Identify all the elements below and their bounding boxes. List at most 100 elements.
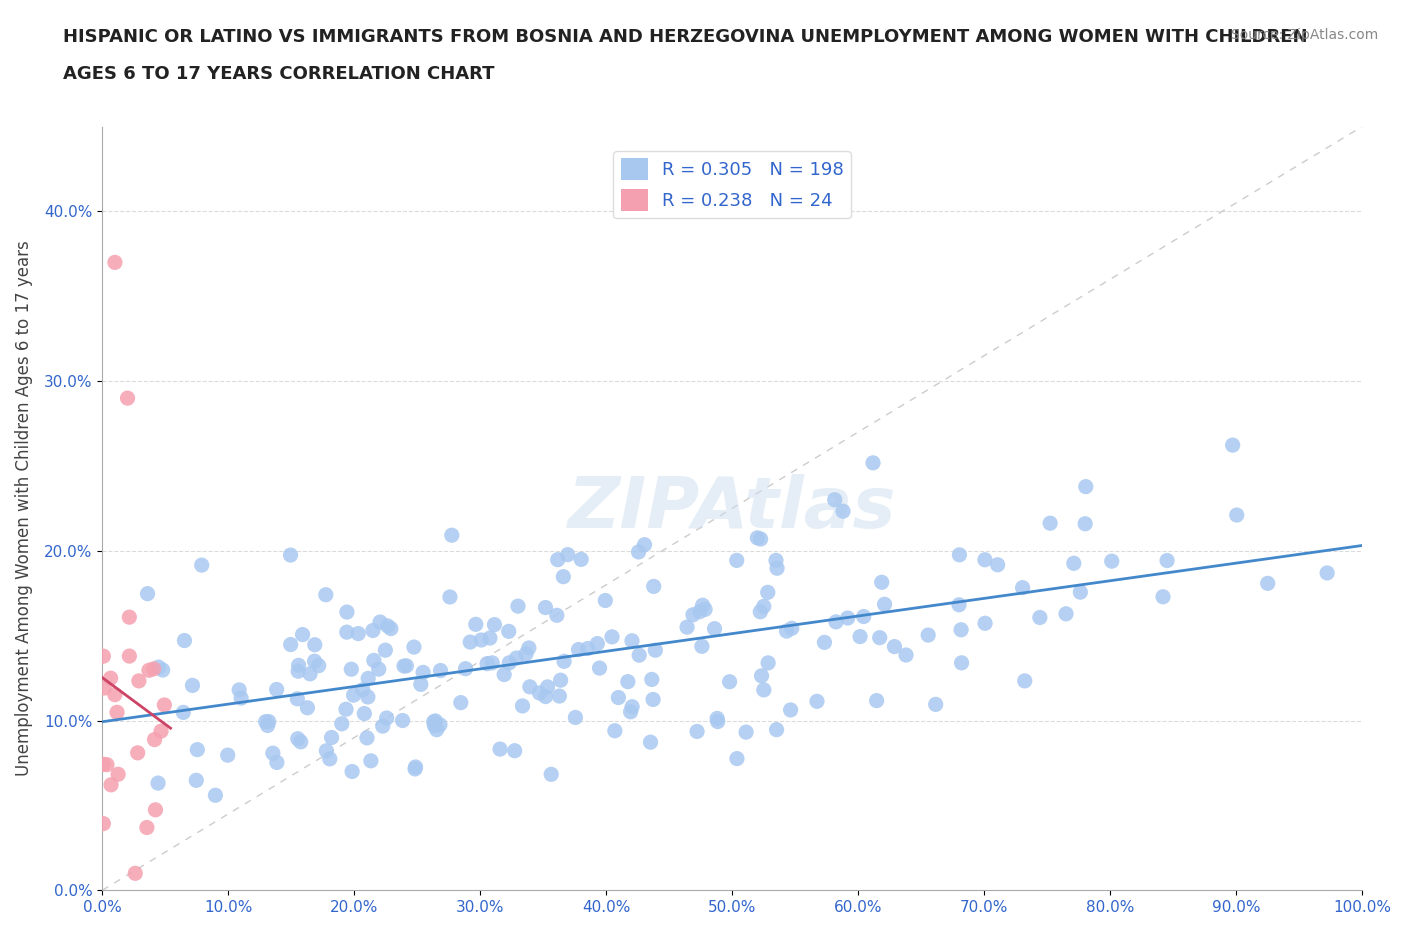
Point — [948, 597, 970, 612]
Point — [315, 588, 337, 603]
Point — [600, 630, 623, 644]
Point — [371, 719, 394, 734]
Point — [873, 597, 896, 612]
Point — [186, 742, 208, 757]
Point — [1156, 553, 1178, 568]
Point — [426, 723, 449, 737]
Point — [360, 753, 382, 768]
Point — [883, 639, 905, 654]
Point — [409, 677, 432, 692]
Point — [93, 649, 115, 664]
Point — [266, 682, 288, 697]
Point — [93, 817, 115, 831]
Point — [367, 662, 389, 677]
Point — [1226, 508, 1249, 523]
Point — [503, 743, 526, 758]
Point — [375, 711, 398, 725]
Point — [752, 599, 775, 614]
Point — [749, 604, 772, 619]
Point — [987, 557, 1010, 572]
Point — [439, 590, 461, 604]
Point — [290, 735, 312, 750]
Point — [464, 617, 486, 631]
Point — [766, 561, 789, 576]
Point — [340, 662, 363, 677]
Point — [832, 504, 855, 519]
Point — [392, 658, 415, 673]
Point — [775, 624, 797, 639]
Point — [470, 632, 492, 647]
Point — [257, 714, 280, 729]
Point — [564, 710, 586, 724]
Point — [917, 628, 939, 643]
Point — [319, 751, 342, 766]
Point — [321, 730, 343, 745]
Point — [628, 647, 651, 662]
Point — [1257, 576, 1279, 591]
Point — [254, 714, 277, 729]
Point — [849, 630, 872, 644]
Point — [505, 651, 527, 666]
Point — [894, 647, 917, 662]
Point — [335, 702, 357, 717]
Point — [617, 674, 640, 689]
Point — [852, 609, 875, 624]
Point — [725, 751, 748, 766]
Point — [567, 642, 589, 657]
Point — [280, 637, 302, 652]
Point — [291, 627, 314, 642]
Point — [153, 698, 176, 712]
Point — [948, 548, 970, 563]
Point — [340, 764, 363, 779]
Point — [475, 657, 498, 671]
Point — [297, 700, 319, 715]
Point — [725, 553, 748, 568]
Point — [825, 615, 848, 630]
Point — [506, 599, 529, 614]
Point — [718, 674, 741, 689]
Point — [304, 654, 326, 669]
Point — [356, 730, 378, 745]
Point — [1101, 553, 1123, 568]
Point — [924, 697, 946, 711]
Point — [550, 672, 572, 687]
Point — [304, 637, 326, 652]
Point — [287, 664, 309, 679]
Point — [862, 456, 884, 471]
Point — [105, 705, 128, 720]
Point — [181, 678, 204, 693]
Point — [489, 741, 512, 756]
Point — [190, 558, 212, 573]
Point — [204, 788, 226, 803]
Text: ZIPAtlas: ZIPAtlas — [568, 474, 897, 543]
Point — [494, 667, 516, 682]
Point — [553, 569, 575, 584]
Point — [330, 716, 353, 731]
Point — [262, 746, 284, 761]
Point — [1029, 610, 1052, 625]
Point — [735, 724, 758, 739]
Point — [703, 621, 725, 636]
Point — [100, 777, 122, 792]
Point — [706, 714, 728, 729]
Point — [124, 866, 146, 881]
Point — [553, 654, 575, 669]
Point — [974, 616, 997, 631]
Point — [548, 688, 571, 703]
Point — [91, 757, 114, 772]
Point — [627, 544, 650, 559]
Point — [837, 611, 859, 626]
Point — [380, 621, 402, 636]
Point — [107, 767, 129, 782]
Point — [603, 724, 626, 738]
Point — [478, 631, 501, 645]
Point — [363, 653, 385, 668]
Point — [517, 641, 540, 656]
Point — [361, 623, 384, 638]
Point — [569, 551, 592, 566]
Point — [100, 671, 122, 685]
Point — [1063, 556, 1085, 571]
Point — [498, 624, 520, 639]
Point — [676, 619, 699, 634]
Point — [395, 658, 418, 673]
